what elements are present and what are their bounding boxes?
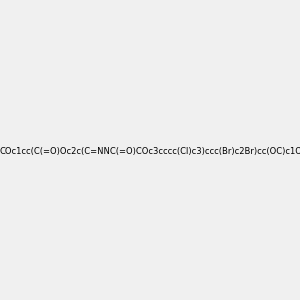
Text: COc1cc(C(=O)Oc2c(C=NNC(=O)COc3cccc(Cl)c3)ccc(Br)c2Br)cc(OC)c1OC: COc1cc(C(=O)Oc2c(C=NNC(=O)COc3cccc(Cl)c3… <box>0 147 300 156</box>
